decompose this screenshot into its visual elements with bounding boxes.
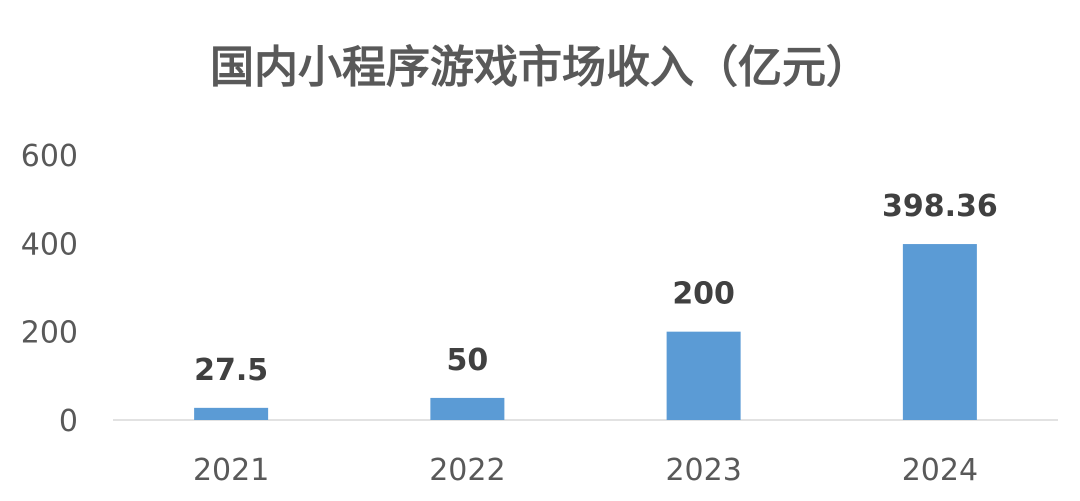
- x-tick-label: 2024: [902, 453, 978, 488]
- y-tick-label: 0: [59, 404, 78, 439]
- x-tick-label: 2023: [665, 453, 741, 488]
- bars: 27.5 50 200 398.36: [194, 189, 998, 420]
- bar-2024: [902, 244, 977, 420]
- y-axis: 0 200 400 600: [21, 139, 78, 439]
- data-label: 50: [447, 343, 489, 378]
- x-tick-label: 2022: [429, 453, 505, 488]
- y-tick-label: 400: [21, 227, 78, 262]
- y-tick-label: 200: [21, 316, 78, 351]
- data-label: 398.36: [882, 189, 998, 224]
- bar-2023: [666, 331, 741, 420]
- bar-2022: [430, 397, 505, 420]
- y-tick-label: 600: [21, 139, 78, 174]
- bar-2021: [194, 407, 269, 420]
- chart-title: 国内小程序游戏市场收入（亿元）: [210, 42, 870, 93]
- x-tick-label: 2021: [193, 453, 269, 488]
- data-label: 27.5: [194, 353, 268, 388]
- x-axis: 2021 2022 2023 2024: [193, 453, 978, 488]
- data-label: 200: [672, 277, 735, 312]
